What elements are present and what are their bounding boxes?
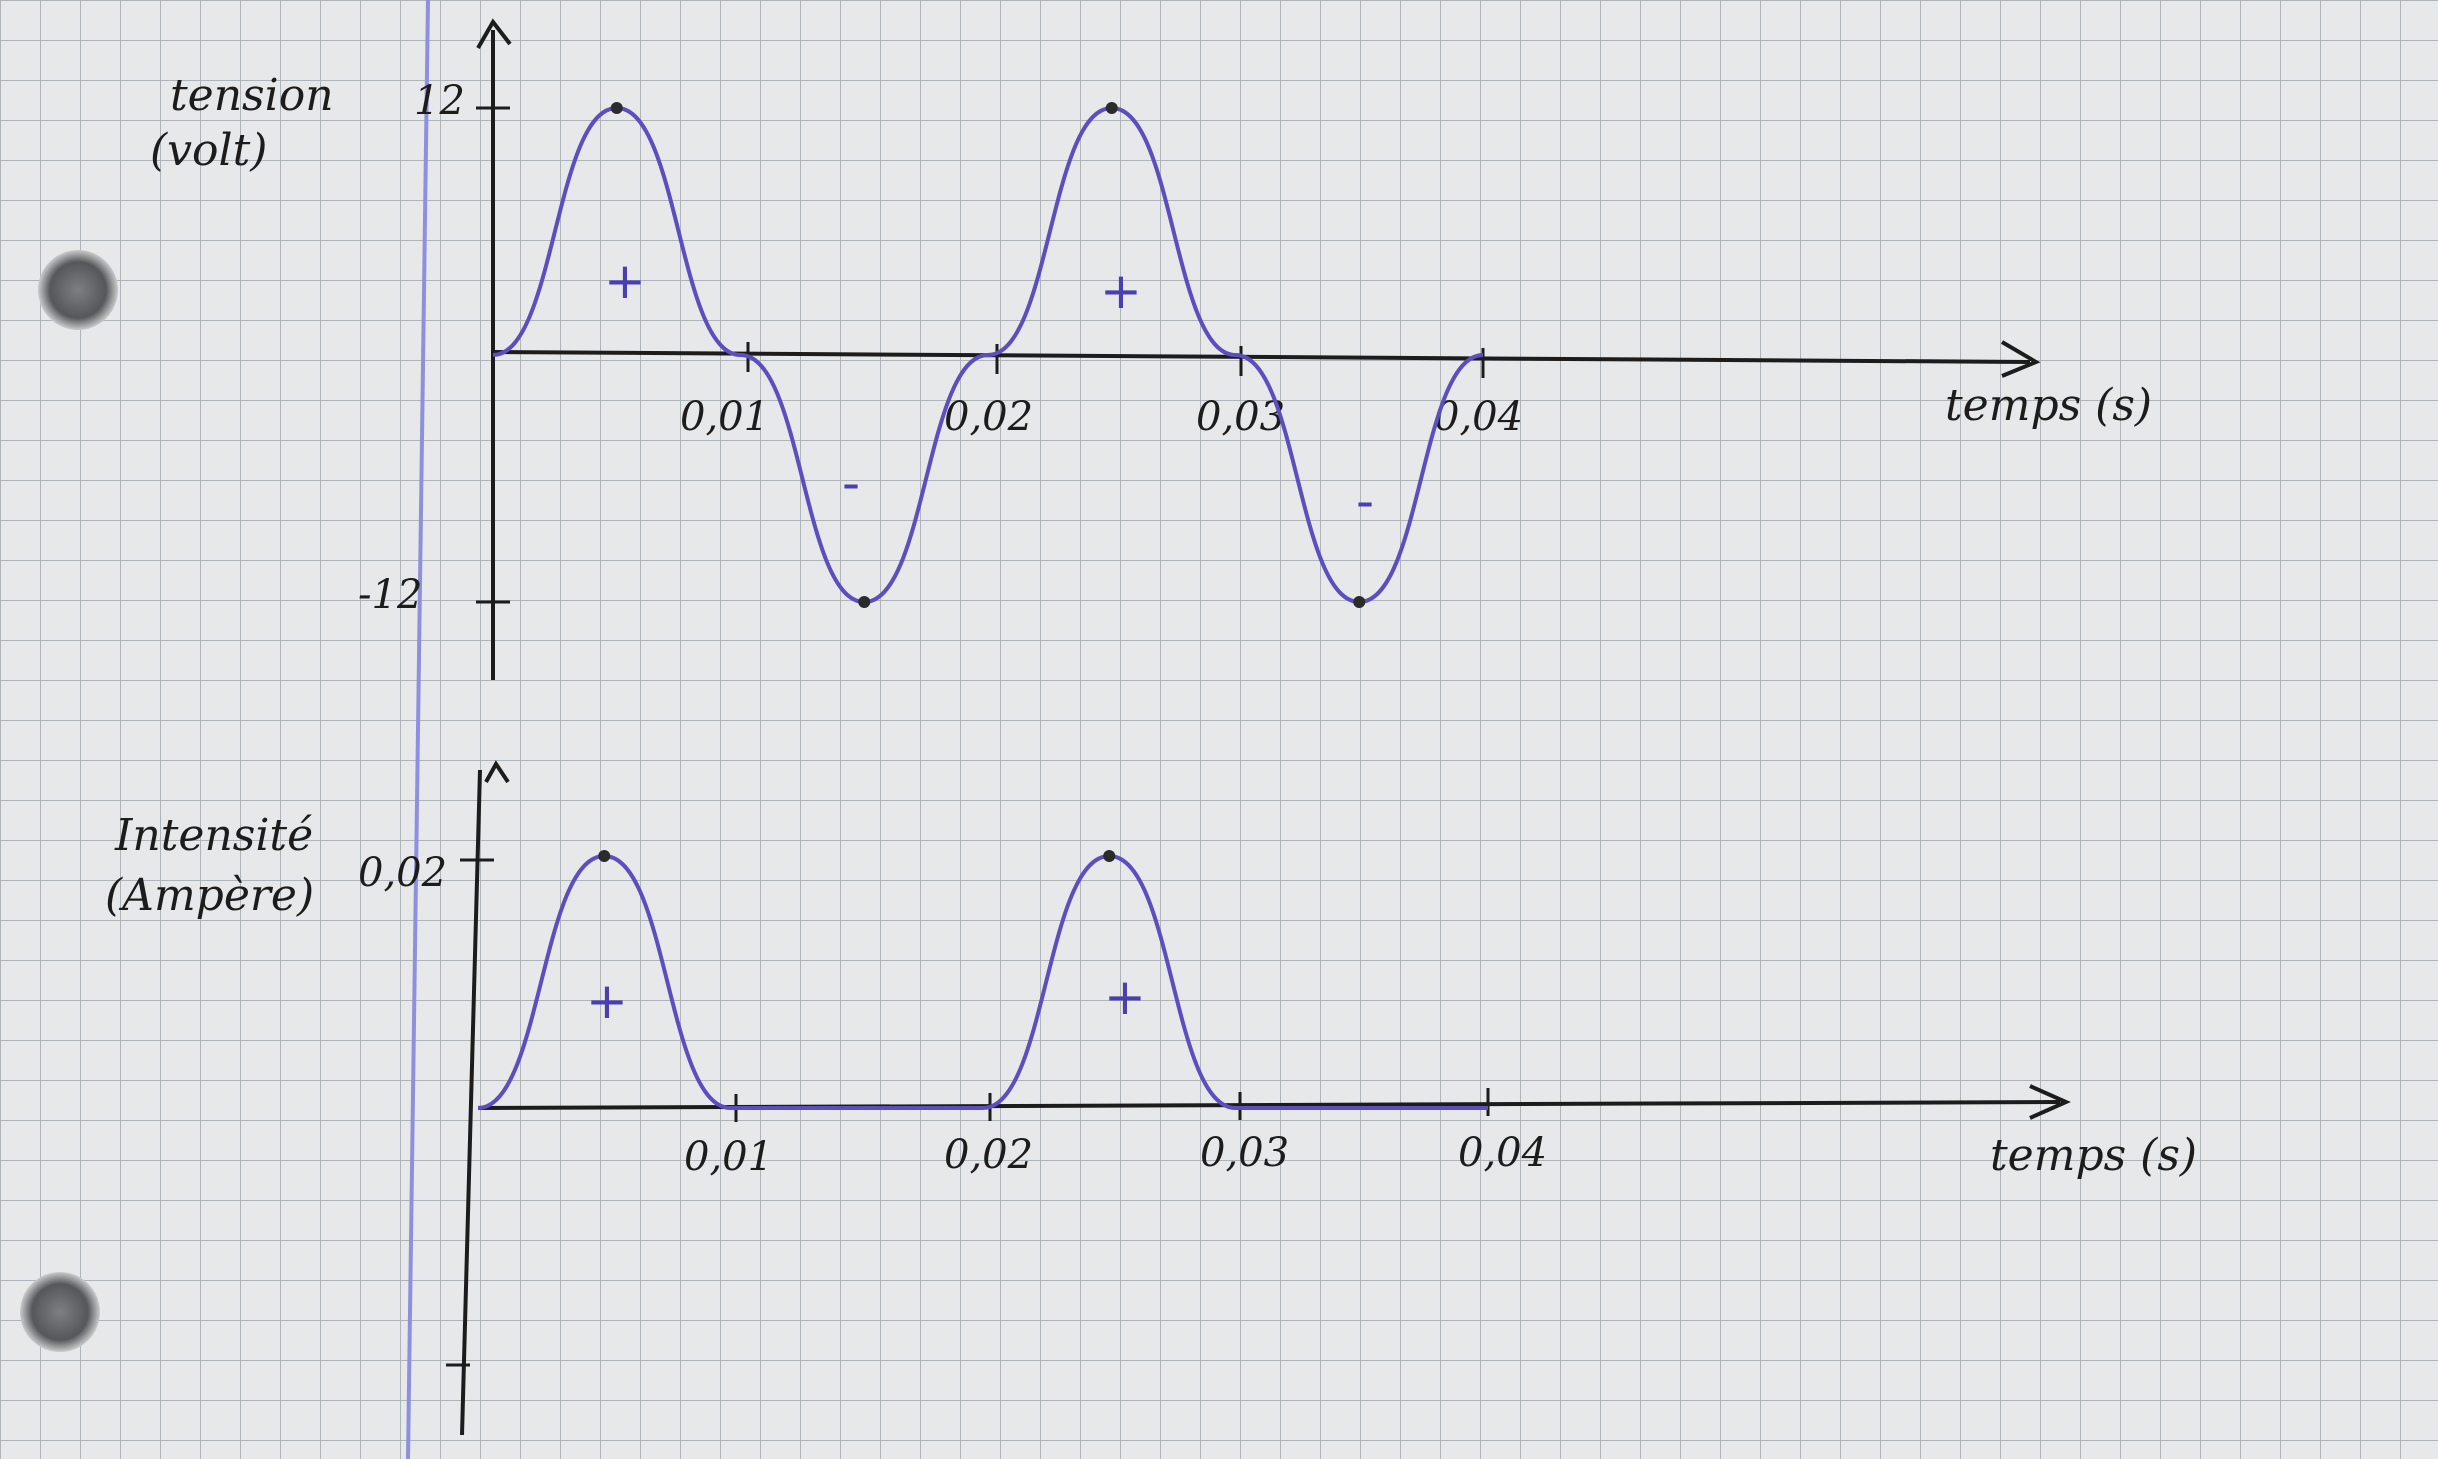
intensite-sign-annotation: + bbox=[586, 972, 628, 1030]
tension-point-markers bbox=[610, 102, 1366, 608]
tension-ylabel-line2: (volt) bbox=[150, 125, 267, 176]
intensite-ylabel-line2: (Ampère) bbox=[105, 870, 314, 921]
intensite-x-tick-label: 0,02 bbox=[944, 1132, 1033, 1178]
tension-curve bbox=[492, 105, 1484, 605]
curve-peak-point bbox=[1105, 102, 1118, 114]
tension-x-arrow-icon bbox=[2000, 340, 2041, 378]
tension-sign-annotation: + bbox=[604, 252, 646, 310]
tension-ylabel-line1: tension bbox=[170, 70, 334, 121]
intensite-tick-labels: 0,01 0,02 0,03 0,04 0,02 bbox=[358, 850, 1547, 1180]
intensite-sign-annotation: + bbox=[1104, 968, 1146, 1026]
intensite-x-tick-label: 0,03 bbox=[1200, 1130, 1289, 1176]
tension-sign-annotation: + bbox=[1100, 262, 1142, 320]
curve-peak-point bbox=[598, 850, 611, 862]
intensite-x-tick-label: 0,04 bbox=[1458, 1130, 1547, 1176]
intensite-sign-annotations: + + bbox=[586, 968, 1146, 1030]
intensite-curve bbox=[477, 853, 1488, 1110]
tension-sign-annotations: + - + - bbox=[604, 252, 1374, 530]
curve-peak-point bbox=[1103, 850, 1116, 862]
curve-peak-point bbox=[858, 596, 871, 608]
intensite-y-tick-label: 0,02 bbox=[358, 850, 447, 896]
intensite-ylabel-line1: Intensité bbox=[114, 810, 313, 861]
tension-sign-annotation: - bbox=[1356, 472, 1374, 530]
intensite-point-markers bbox=[598, 850, 1116, 862]
binder-hole-icon bbox=[38, 250, 118, 330]
intensite-x-arrow-icon bbox=[2029, 1084, 2071, 1120]
tension-sign-annotation: - bbox=[842, 454, 860, 512]
margin-line bbox=[406, 0, 430, 1459]
binder-hole-icon bbox=[20, 1272, 100, 1352]
tension-tick-labels: 0,01 0,02 0,03 0,04 12 -12 bbox=[358, 78, 1523, 618]
tension-x-tick-label: 0,04 bbox=[1434, 394, 1523, 440]
tension-y-tick-label: -12 bbox=[358, 572, 422, 618]
intensite-y-arrow-icon bbox=[484, 760, 510, 784]
intensite-xlabel: temps (s) bbox=[1990, 1130, 2197, 1181]
chart-tension: 0,01 0,02 0,03 0,04 12 -12 tension (volt… bbox=[150, 18, 2152, 680]
intensite-x-tick-label: 0,01 bbox=[684, 1134, 773, 1180]
curve-peak-point bbox=[610, 102, 623, 114]
curve-peak-point bbox=[1353, 596, 1366, 608]
chart-intensite: 0,01 0,02 0,03 0,04 0,02 Intensité (Ampè… bbox=[105, 760, 2197, 1436]
intensite-y-axis bbox=[460, 769, 482, 1436]
tension-x-tick-label: 0,02 bbox=[944, 394, 1033, 440]
tension-x-tick-label: 0,01 bbox=[680, 394, 769, 440]
tension-x-tick-label: 0,03 bbox=[1196, 394, 1285, 440]
tension-xlabel: temps (s) bbox=[1945, 380, 2152, 431]
tension-y-arrow-icon bbox=[476, 18, 512, 49]
tension-y-tick-label: 12 bbox=[414, 78, 465, 124]
